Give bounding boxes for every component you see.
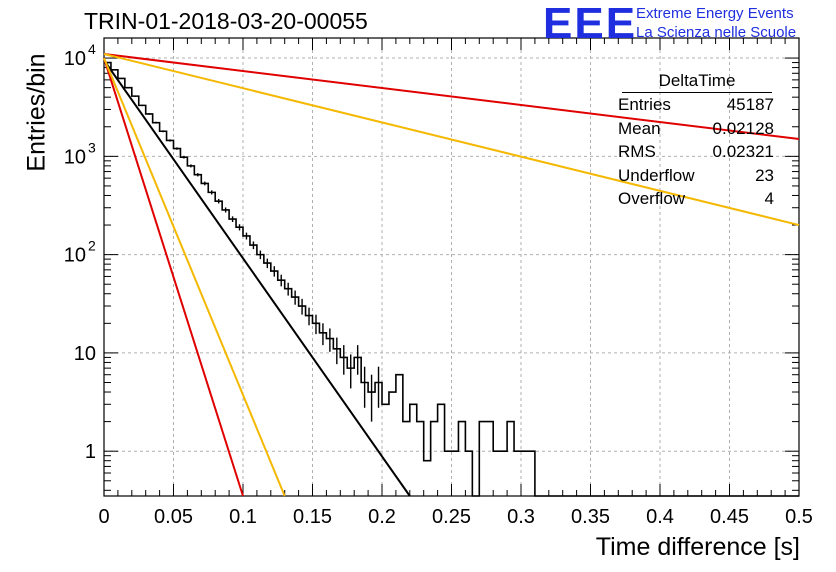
stat-label: Underflow (618, 165, 695, 185)
stats-title: DeltaTime (622, 70, 772, 93)
fit-curve (103, 59, 411, 497)
chart-title: TRIN-01-2018-03-20-00055 (84, 8, 368, 34)
y-axis-label: Entries/bin (22, 53, 51, 172)
stat-row-underflow: Underflow 23 (612, 164, 778, 188)
y-tick-label: 10 (74, 343, 96, 365)
logo-caption-line2: La Scienza nelle Scuole (636, 24, 797, 41)
stat-label: RMS (618, 142, 656, 161)
x-tick-label: 0 (98, 506, 109, 528)
stat-row-entries: Entries 45187 (612, 93, 778, 117)
x-tick-label: 0.35 (571, 506, 610, 528)
stat-label: Mean (618, 118, 661, 138)
stat-row-rms: RMS 0.02321 (612, 140, 778, 164)
fit-curve (103, 57, 286, 497)
x-tick-label: 0.25 (432, 506, 471, 528)
stat-label: Overflow (618, 189, 686, 208)
x-tick-label: 0.15 (293, 506, 332, 528)
stat-label: Entries (618, 95, 671, 114)
logo-caption-line1: Extreme Energy Events (636, 5, 794, 22)
stat-row-overflow: Overflow 4 (612, 187, 778, 211)
x-tick-label: 0.4 (646, 506, 674, 528)
y-tick-label: 10 (64, 146, 86, 168)
fit-curve (103, 57, 244, 497)
y-tick-label: 10 (64, 245, 86, 267)
stat-value: 45187 (726, 95, 774, 114)
stat-value: 23 (755, 165, 774, 185)
y-tick-label: 10 (64, 48, 86, 70)
logo-caption: Extreme Energy Events La Scienza nelle S… (636, 4, 796, 42)
x-tick-label: 0.45 (710, 506, 749, 528)
y-tick-label: 1 (85, 441, 96, 463)
fit-curve (103, 53, 800, 227)
x-tick-label: 0.1 (229, 506, 257, 528)
stats-box: DeltaTime Entries 45187 Mean 0.02128 RMS… (612, 70, 778, 211)
eee-logo: EEE (543, 0, 638, 48)
stat-value: 0.02321 (712, 142, 774, 161)
y-tick-exponent: 4 (88, 41, 96, 57)
x-tick-label: 0.05 (154, 506, 193, 528)
x-tick-label: 0.2 (368, 506, 396, 528)
stat-value: 4 (764, 189, 774, 208)
fit-curve (103, 53, 800, 141)
stat-row-mean: Mean 0.02128 (612, 117, 778, 141)
y-tick-exponent: 2 (88, 238, 96, 254)
y-tick-exponent: 3 (88, 139, 96, 155)
x-tick-label: 0.5 (785, 506, 813, 528)
stat-value: 0.02128 (712, 118, 774, 138)
x-axis-label: Time difference [s] (595, 533, 800, 561)
x-tick-label: 0.3 (507, 506, 535, 528)
